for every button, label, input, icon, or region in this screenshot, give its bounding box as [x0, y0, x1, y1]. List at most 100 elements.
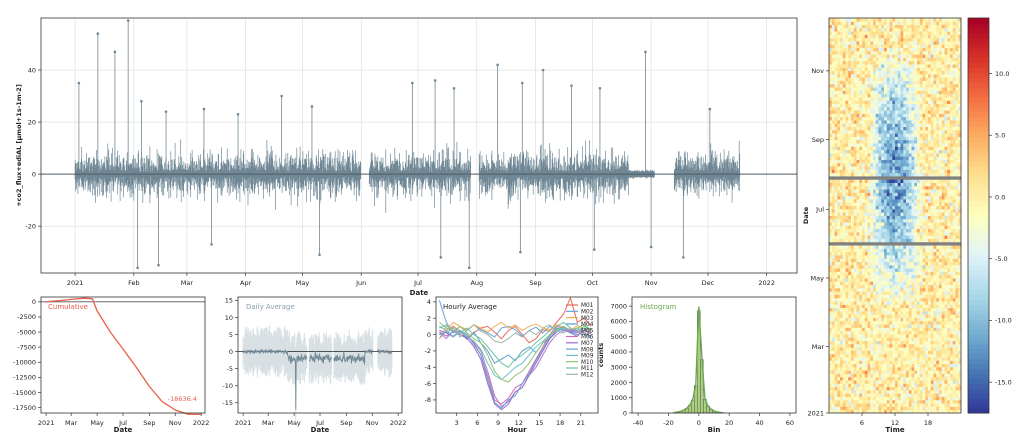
heatmap-cell: [933, 218, 937, 223]
heatmap-cell: [829, 116, 833, 121]
heatmap-cell: [922, 166, 926, 170]
heatmap-cell: [881, 357, 885, 361]
heatmap-cell: [848, 337, 852, 341]
heatmap-cell: [862, 380, 866, 384]
heatmap-cell: [892, 366, 896, 371]
heatmap-cell: [928, 123, 932, 128]
heatmap-cell: [853, 406, 857, 411]
heatmap-cell: [914, 143, 918, 147]
heatmap-cell: [856, 340, 860, 345]
heatmap-cell: [853, 110, 857, 114]
heatmap-cell: [875, 90, 879, 95]
heatmap-cell: [952, 258, 956, 262]
heatmap-cell: [829, 294, 833, 299]
heatmap-cell: [950, 310, 954, 315]
heatmap-cell: [845, 208, 849, 213]
heatmap-cell: [952, 268, 956, 272]
heatmap-cell: [840, 225, 844, 230]
heatmap-cell: [900, 255, 904, 259]
heatmap-cell: [886, 90, 890, 95]
heatmap-gap-cell: [895, 176, 899, 180]
heatmap-cell: [859, 208, 863, 213]
heatmap-cell: [944, 357, 948, 361]
heatmap-cell: [873, 208, 877, 213]
heatmap-cell: [848, 159, 852, 164]
heatmap-cell: [856, 97, 860, 101]
heatmap-cell: [859, 294, 863, 299]
heatmap-cell: [840, 93, 844, 98]
heatmap-cell: [859, 334, 863, 338]
heatmap-cell: [884, 327, 888, 332]
heatmap-cell: [903, 281, 907, 286]
heatmap-cell: [917, 274, 921, 279]
heatmap-cell: [914, 291, 918, 295]
heatmap-cell: [917, 287, 921, 292]
heatmap-cell: [919, 380, 923, 384]
heatmap-cell: [875, 380, 879, 384]
heatmap-cell: [900, 366, 904, 371]
cumulative-line: [46, 297, 201, 416]
heatmap-cell: [837, 103, 841, 108]
heatmap-cell: [859, 281, 863, 286]
heatmap-cell: [856, 162, 860, 167]
heatmap-cell: [878, 199, 882, 203]
heatmap-cell: [922, 225, 926, 230]
heatmap-cell: [881, 337, 885, 341]
heatmap-cell: [853, 271, 857, 276]
heatmap-cell: [908, 393, 912, 397]
heatmap-cell: [842, 403, 846, 407]
main-y-tick-label: 0: [32, 170, 36, 178]
heatmap-cell: [919, 100, 923, 104]
heatmap-cell: [840, 162, 844, 167]
heatmap-cell: [958, 136, 962, 141]
heatmap-cell: [862, 350, 866, 355]
heatmap-cell: [955, 383, 959, 388]
heatmap-cell: [864, 291, 868, 295]
heatmap-cell: [928, 373, 932, 378]
heatmap-cell: [950, 340, 954, 345]
heatmap-cell: [895, 255, 899, 259]
heatmap-cell: [911, 129, 915, 134]
heatmap-cell: [834, 324, 838, 328]
heatmap-cell: [911, 235, 915, 239]
heatmap-cell: [848, 123, 852, 128]
heatmap-cell: [867, 231, 871, 236]
heatmap-cell: [884, 228, 888, 233]
heatmap-cell: [889, 353, 893, 358]
heatmap-cell: [878, 205, 882, 210]
heatmap-cell: [878, 100, 882, 104]
heatmap-cell: [853, 195, 857, 200]
heatmap-cell: [925, 347, 929, 351]
heatmap-cell: [955, 370, 959, 374]
heatmap-cell: [930, 103, 934, 108]
heatmap-cell: [900, 403, 904, 407]
heatmap-cell: [831, 261, 835, 266]
heatmap-cell: [873, 162, 877, 167]
heatmap-cell: [856, 271, 860, 276]
heatmap-cell: [834, 110, 838, 114]
heatmap-cell: [930, 129, 934, 134]
heatmap-cell: [831, 251, 835, 256]
heatmap-cell: [886, 136, 890, 141]
heatmap-cell: [941, 357, 945, 361]
heatmap-cell: [842, 192, 846, 197]
heatmap-cell: [911, 159, 915, 164]
heatmap-cell: [914, 238, 918, 243]
heatmap-cell: [939, 271, 943, 276]
heatmap-cell: [958, 133, 962, 137]
heatmap-cell: [895, 317, 899, 322]
heatmap-cell: [851, 399, 855, 404]
heatmap-cell: [862, 235, 866, 239]
heatmap-cell: [892, 162, 896, 167]
heatmap-cell: [834, 340, 838, 345]
heatmap-cell: [886, 383, 890, 388]
heatmap-cell: [840, 222, 844, 226]
heatmap-cell: [922, 287, 926, 292]
heatmap-cell: [853, 261, 857, 266]
heatmap-cell: [895, 281, 899, 286]
heatmap-cell: [928, 238, 932, 243]
heatmap-cell: [933, 399, 937, 404]
heatmap-cell: [947, 324, 951, 328]
heatmap-cell: [941, 126, 945, 131]
heatmap-cell: [848, 208, 852, 213]
